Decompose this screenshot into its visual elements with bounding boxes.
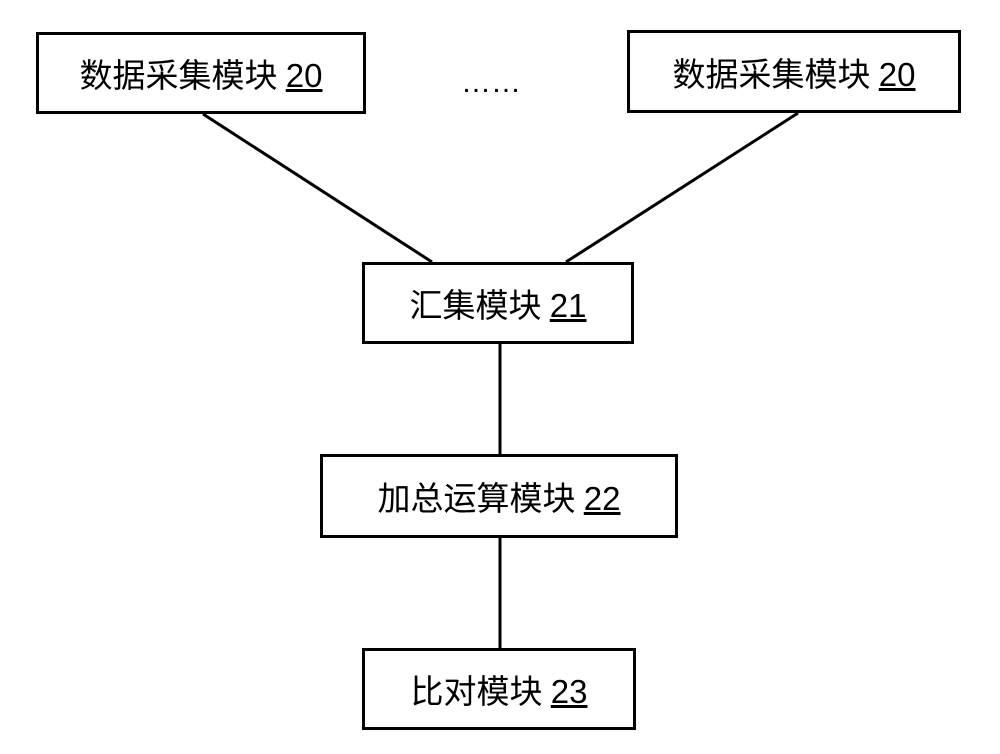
diagram-canvas: 数据采集模块 20 数据采集模块 20 …… 汇集模块 21 加总运算模块 22… bbox=[0, 0, 1000, 754]
node-ref: 20 bbox=[879, 56, 916, 94]
node-label: 汇集模块 bbox=[410, 279, 542, 327]
node-ref: 22 bbox=[584, 480, 621, 518]
node-aggregate: 汇集模块 21 bbox=[362, 262, 634, 344]
edge bbox=[203, 114, 432, 262]
node-data-collection-2: 数据采集模块 20 bbox=[627, 30, 961, 113]
node-ref: 23 bbox=[551, 673, 588, 711]
node-compare: 比对模块 23 bbox=[362, 648, 636, 730]
ellipsis: …… bbox=[461, 66, 521, 100]
node-label: 比对模块 bbox=[411, 665, 543, 713]
node-ref: 21 bbox=[550, 287, 587, 325]
node-sum-compute: 加总运算模块 22 bbox=[320, 454, 678, 538]
edge bbox=[566, 113, 798, 262]
node-ref: 20 bbox=[286, 57, 323, 95]
node-label: 加总运算模块 bbox=[378, 472, 576, 520]
node-label: 数据采集模块 bbox=[80, 49, 278, 97]
node-label: 数据采集模块 bbox=[673, 48, 871, 96]
node-data-collection-1: 数据采集模块 20 bbox=[36, 32, 366, 114]
